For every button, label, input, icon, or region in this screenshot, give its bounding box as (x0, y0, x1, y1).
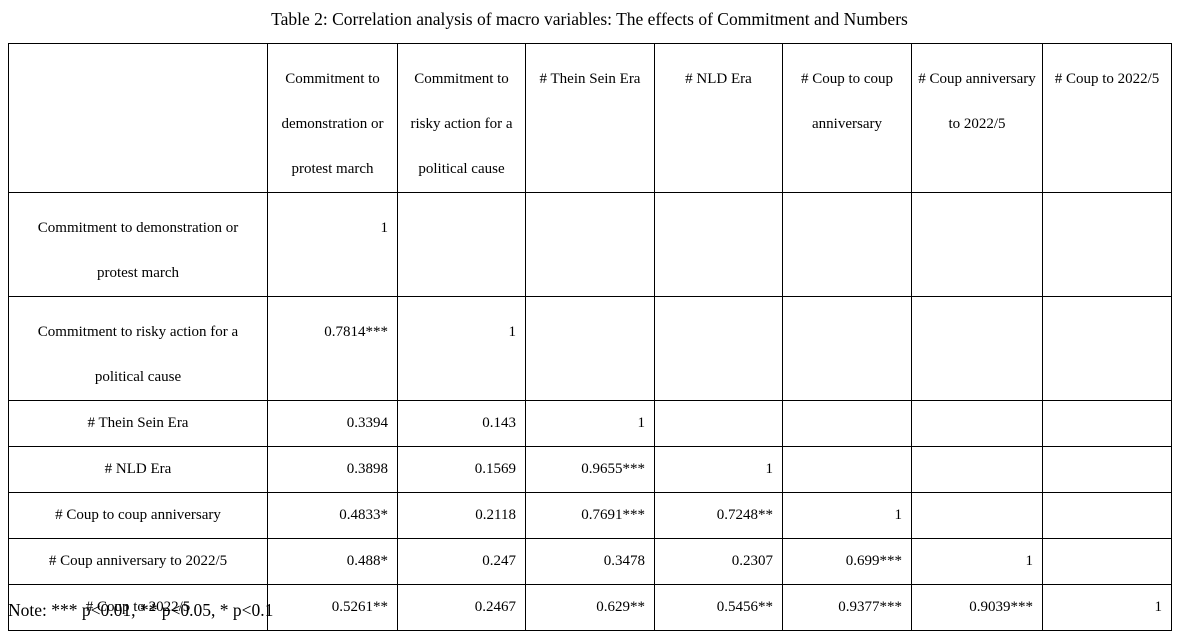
correlation-cell: 1 (911, 538, 1043, 585)
correlation-cell: 0.699*** (782, 538, 912, 585)
correlation-cell (1042, 492, 1172, 539)
correlation-cell: 0.143 (397, 400, 526, 447)
correlation-cell: 1 (525, 400, 655, 447)
row-label: # NLD Era (8, 446, 268, 493)
correlation-cell: 0.2467 (397, 584, 526, 631)
correlation-cell: 0.9655*** (525, 446, 655, 493)
correlation-cell: 0.9039*** (911, 584, 1043, 631)
table-row: Commitment to demonstration or protest m… (8, 192, 1172, 297)
header-cell: # Coup anniversary to 2022/5 (911, 43, 1043, 193)
correlation-cell (525, 192, 655, 297)
correlation-cell: 0.4833* (267, 492, 398, 539)
header-row: Commitment to demonstration or protest m… (8, 43, 1172, 193)
header-cell-empty (8, 43, 268, 193)
header-cell: # Coup to coup anniversary (782, 43, 912, 193)
correlation-cell: 1 (654, 446, 783, 493)
correlation-cell (911, 400, 1043, 447)
correlation-cell: 0.2118 (397, 492, 526, 539)
correlation-cell (525, 296, 655, 401)
correlation-cell: 1 (267, 192, 398, 297)
row-label: Commitment to risky action for a politic… (8, 296, 268, 401)
row-label: # Coup to 2022/5 (8, 584, 268, 631)
header-cell: # Coup to 2022/5 (1042, 43, 1172, 193)
correlation-cell: 0.3478 (525, 538, 655, 585)
correlation-cell: 0.7814*** (267, 296, 398, 401)
table-row: Commitment to risky action for a politic… (8, 296, 1172, 401)
correlation-cell: 0.9377*** (782, 584, 912, 631)
table-row: # Coup anniversary to 2022/5 0.488* 0.247 0… (8, 538, 1172, 585)
correlation-cell: 0.3394 (267, 400, 398, 447)
table-title: Table 2: Correlation analysis of macro v… (271, 9, 908, 29)
row-label: Commitment to demonstration or protest m… (8, 192, 268, 297)
header-cell: # NLD Era (654, 43, 783, 193)
correlation-cell (1042, 400, 1172, 447)
correlation-cell (782, 400, 912, 447)
header-cell: # Thein Sein Era (525, 43, 655, 193)
correlation-cell (911, 192, 1043, 297)
correlation-cell (1042, 538, 1172, 585)
table-row: # Coup to coup anniversary 0.4833* 0.2118 0… (8, 492, 1172, 539)
row-label: # Coup anniversary to 2022/5 (8, 538, 268, 585)
correlation-cell: 0.5456** (654, 584, 783, 631)
correlation-cell (782, 296, 912, 401)
significance-note: Note: *** p<0.01, ** p<0.05, * p<0.1 (8, 600, 274, 620)
correlation-cell: 0.7248** (654, 492, 783, 539)
correlation-cell: 0.488* (267, 538, 398, 585)
row-label: # Thein Sein Era (8, 400, 268, 447)
correlation-cell: 0.5261** (267, 584, 398, 631)
correlation-cell: 1 (397, 296, 526, 401)
correlation-cell (911, 446, 1043, 493)
correlation-cell: 1 (782, 492, 912, 539)
correlation-table: Commitment to demonstration or protest m… (8, 43, 1172, 631)
correlation-cell: 0.1569 (397, 446, 526, 493)
correlation-cell (654, 192, 783, 297)
correlation-cell (782, 446, 912, 493)
correlation-cell (397, 192, 526, 297)
correlation-cell (654, 296, 783, 401)
correlation-cell (654, 400, 783, 447)
header-cell: Commitment to demonstration or protest m… (267, 43, 398, 193)
correlation-cell (782, 192, 912, 297)
correlation-cell: 0.3898 (267, 446, 398, 493)
correlation-cell (1042, 192, 1172, 297)
table-row: # Thein Sein Era 0.3394 0.143 1 (8, 400, 1172, 447)
table-row: # NLD Era 0.3898 0.1569 0.9655*** 1 (8, 446, 1172, 493)
correlation-cell: 1 (1042, 584, 1172, 631)
correlation-cell (1042, 296, 1172, 401)
correlation-cell (1042, 446, 1172, 493)
row-label: # Coup to coup anniversary (8, 492, 268, 539)
correlation-cell: 0.247 (397, 538, 526, 585)
correlation-cell: 0.2307 (654, 538, 783, 585)
table-row: # Coup to 2022/5 0.5261** 0.2467 0.629** 0.5… (8, 584, 1172, 631)
header-cell: Commitment to risky action for a politic… (397, 43, 526, 193)
correlation-cell (911, 492, 1043, 539)
correlation-cell: 0.7691*** (525, 492, 655, 539)
correlation-cell (911, 296, 1043, 401)
correlation-cell: 0.629** (525, 584, 655, 631)
